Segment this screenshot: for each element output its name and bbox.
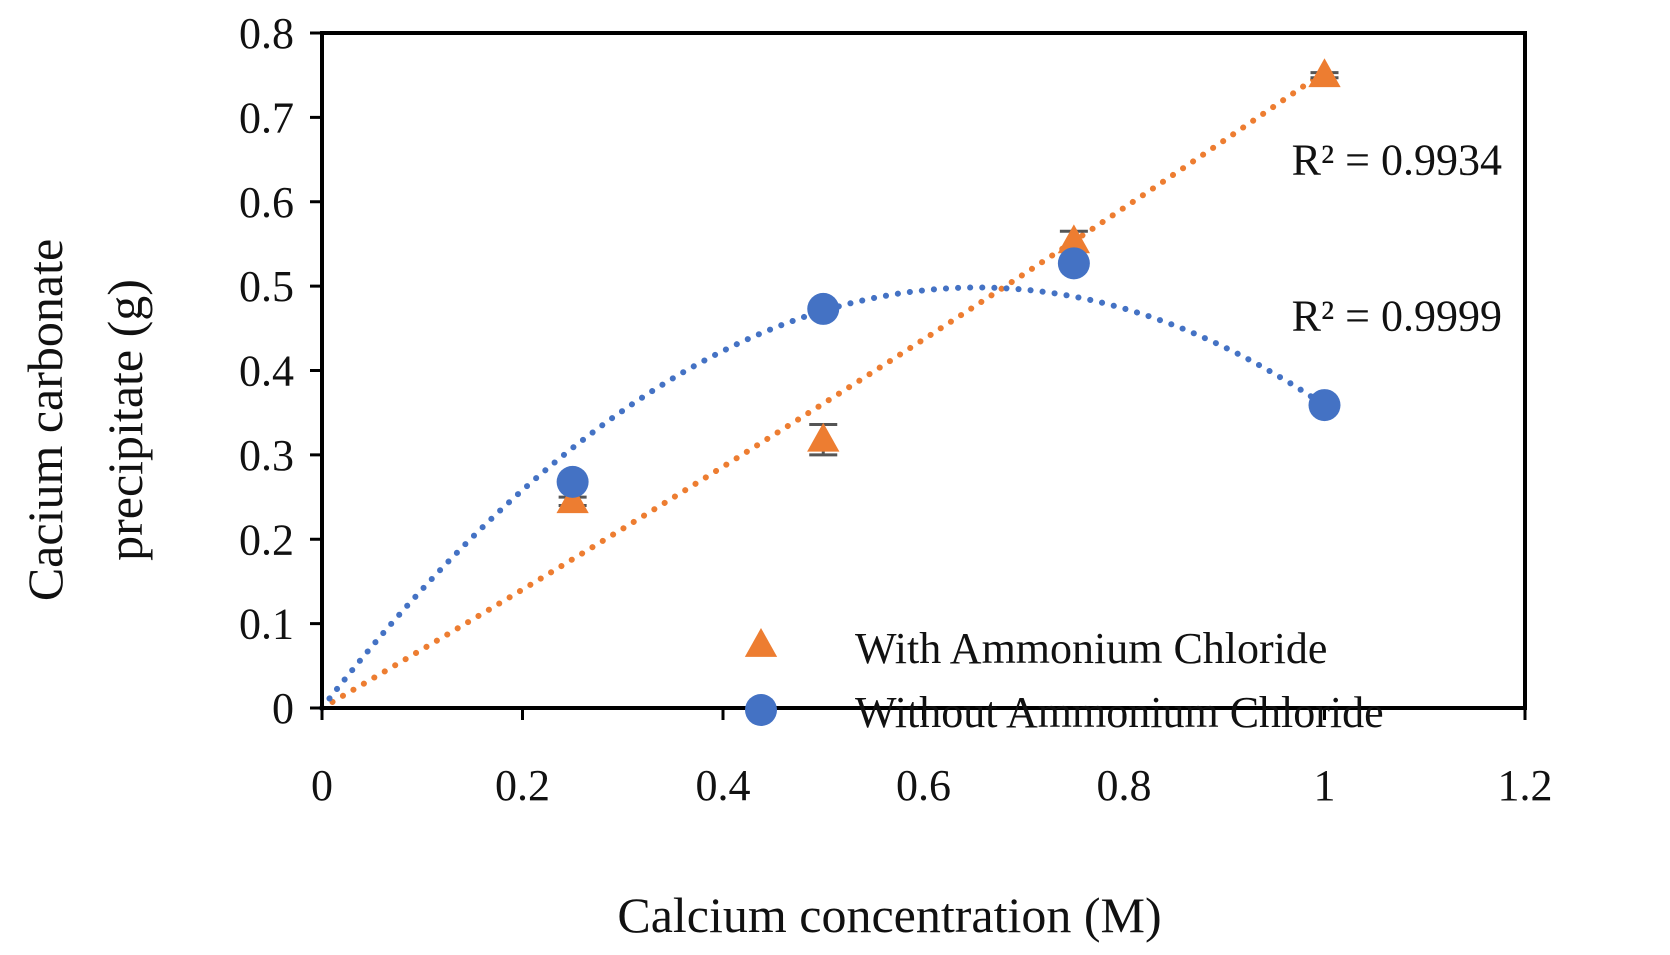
x-tick-label: 0.6 <box>896 761 951 810</box>
data-point-without-ammonium-chloride <box>556 465 589 498</box>
y-tick-label: 0.8 <box>239 9 294 58</box>
y-tick-label: 0.7 <box>239 93 294 142</box>
x-tick-label: 0.8 <box>1097 761 1152 810</box>
r-squared-annotations: R² = 0.9934 R² = 0.9999 <box>1292 136 1502 341</box>
legend-marker-without-ammonium-chloride <box>745 694 777 726</box>
legend-label-without-ammonium-chloride: Without Ammonium Chloride <box>855 688 1384 737</box>
y-tick-label: 0.6 <box>239 178 294 227</box>
y-tick-label: 0 <box>272 684 294 733</box>
data-point-without-ammonium-chloride <box>1308 389 1341 422</box>
y-tick-label: 0.5 <box>239 262 294 311</box>
x-tick-label: 0.2 <box>495 761 550 810</box>
x-tick-label: 1.2 <box>1498 761 1553 810</box>
trendline-without-ammonium-chloride <box>319 284 1328 711</box>
data-point-with-ammonium-chloride <box>1057 224 1091 254</box>
y-axis-ticks: 0 0.1 0.2 0.3 0.4 0.5 0.6 0.7 0.8 <box>239 9 322 733</box>
data-point-without-ammonium-chloride <box>1057 247 1090 280</box>
x-axis-ticks: 0 0.2 0.4 0.6 0.8 1 1.2 <box>311 708 1553 810</box>
data-point-without-ammonium-chloride <box>807 292 840 325</box>
r-squared-label: R² = 0.9999 <box>1292 292 1502 341</box>
y-tick-label: 0.1 <box>239 600 294 649</box>
y-tick-label: 0.2 <box>239 515 294 564</box>
y-tick-label: 0.4 <box>239 347 294 396</box>
data-point-with-ammonium-chloride <box>556 484 589 514</box>
y-tick-label: 0.3 <box>239 431 294 480</box>
r-squared-label: R² = 0.9934 <box>1292 136 1502 185</box>
x-axis-title: Calcium concentration (M) <box>617 887 1161 943</box>
x-tick-label: 0.4 <box>696 761 751 810</box>
data-point-with-ammonium-chloride <box>1308 58 1341 88</box>
legend: With Ammonium Chloride Without Ammonium … <box>744 624 1384 737</box>
x-tick-label: 1 <box>1314 761 1336 810</box>
legend-marker-with-ammonium-chloride <box>744 628 778 657</box>
y-axis-title-line-2: precipitate (g) <box>97 279 153 561</box>
trendline-with-ammonium-chloride <box>319 68 1328 711</box>
legend-label-with-ammonium-chloride: With Ammonium Chloride <box>855 624 1327 673</box>
y-axis-title-line-1: Cacium carbonate <box>17 239 73 601</box>
trendlines <box>319 68 1328 711</box>
data-point-with-ammonium-chloride <box>807 422 840 452</box>
data-points <box>556 58 1341 514</box>
x-tick-label: 0 <box>311 761 333 810</box>
